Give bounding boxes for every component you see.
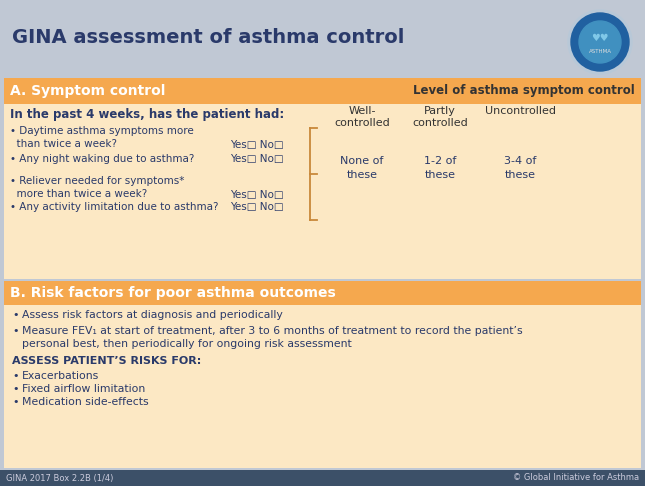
Text: © Global Initiative for Asthma: © Global Initiative for Asthma xyxy=(513,473,639,483)
Text: 3-4 of
these: 3-4 of these xyxy=(504,156,536,180)
Text: •: • xyxy=(12,371,19,381)
Text: B. Risk factors for poor asthma outcomes: B. Risk factors for poor asthma outcomes xyxy=(10,286,336,300)
Bar xyxy=(4,78,641,104)
Bar xyxy=(0,470,645,486)
Text: Medication side-effects: Medication side-effects xyxy=(22,397,148,407)
Text: •: • xyxy=(12,310,19,320)
Text: Yes□ No□: Yes□ No□ xyxy=(230,140,284,150)
Text: Yes□ No□: Yes□ No□ xyxy=(230,154,284,164)
Text: • Reliever needed for symptoms*
  more than twice a week?: • Reliever needed for symptoms* more tha… xyxy=(10,176,184,199)
Text: 1-2 of
these: 1-2 of these xyxy=(424,156,456,180)
Text: ASSESS PATIENT’S RISKS FOR:: ASSESS PATIENT’S RISKS FOR: xyxy=(12,356,201,366)
Bar xyxy=(4,281,641,305)
Text: • Any night waking due to asthma?: • Any night waking due to asthma? xyxy=(10,154,194,164)
Bar xyxy=(4,104,641,279)
Text: In the past 4 weeks, has the patient had:: In the past 4 weeks, has the patient had… xyxy=(10,108,284,121)
Text: personal best, then periodically for ongoing risk assessment: personal best, then periodically for ong… xyxy=(22,339,352,349)
Text: Measure FEV₁ at start of treatment, after 3 to 6 months of treatment to record t: Measure FEV₁ at start of treatment, afte… xyxy=(22,326,522,336)
Text: •: • xyxy=(12,397,19,407)
Text: GINA 2017 Box 2.2B (1/4): GINA 2017 Box 2.2B (1/4) xyxy=(6,473,114,483)
Text: Assess risk factors at diagnosis and periodically: Assess risk factors at diagnosis and per… xyxy=(22,310,283,320)
Circle shape xyxy=(571,13,629,71)
Text: Yes□ No□: Yes□ No□ xyxy=(230,190,284,200)
Text: •: • xyxy=(12,326,19,336)
Circle shape xyxy=(579,21,621,63)
Text: Exacerbations: Exacerbations xyxy=(22,371,99,381)
Text: • Daytime asthma symptoms more
  than twice a week?: • Daytime asthma symptoms more than twic… xyxy=(10,126,193,149)
Text: • Any activity limitation due to asthma?: • Any activity limitation due to asthma? xyxy=(10,202,219,212)
Text: A. Symptom control: A. Symptom control xyxy=(10,84,165,98)
Text: Fixed airflow limitation: Fixed airflow limitation xyxy=(22,384,145,394)
Text: ♥♥: ♥♥ xyxy=(591,33,609,43)
Text: •: • xyxy=(12,384,19,394)
Text: Level of asthma symptom control: Level of asthma symptom control xyxy=(413,85,635,98)
Circle shape xyxy=(568,10,632,74)
Text: None of
these: None of these xyxy=(341,156,384,180)
Text: Yes□ No□: Yes□ No□ xyxy=(230,202,284,212)
Bar xyxy=(4,305,641,468)
Text: Partly
controlled: Partly controlled xyxy=(412,106,468,128)
Text: Uncontrolled: Uncontrolled xyxy=(484,106,555,116)
Text: ASTHMA: ASTHMA xyxy=(588,50,611,54)
Text: Well-
controlled: Well- controlled xyxy=(334,106,390,128)
Text: GINA assessment of asthma control: GINA assessment of asthma control xyxy=(12,29,404,48)
